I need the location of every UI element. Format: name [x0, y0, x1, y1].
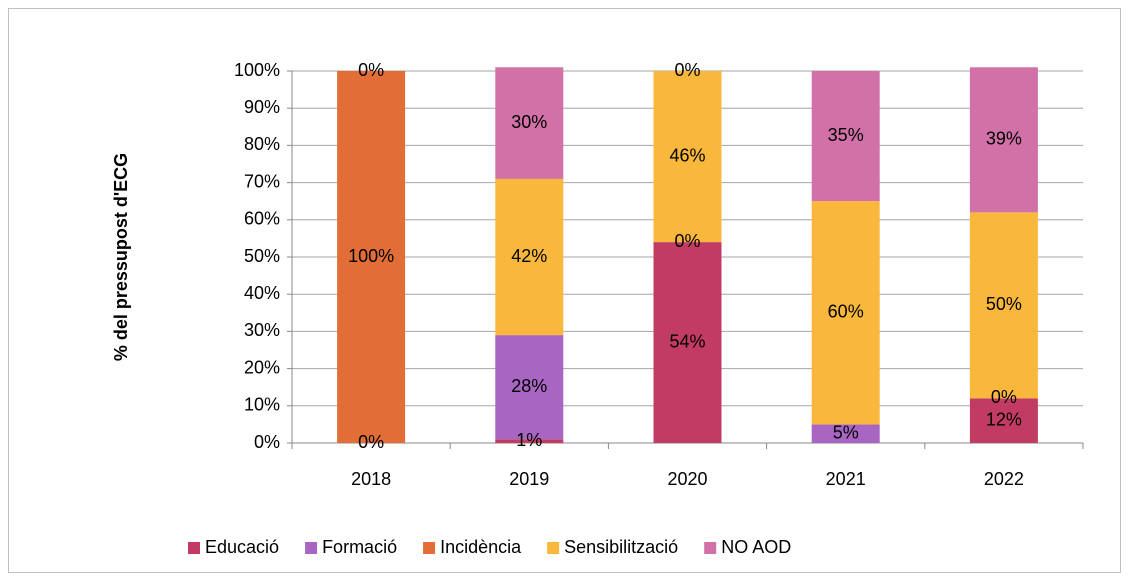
legend-swatch — [305, 542, 318, 554]
bar-segment — [811, 201, 880, 425]
data-label: 46% — [669, 145, 705, 165]
data-label: 12% — [986, 409, 1022, 429]
legend-label: Incidència — [440, 537, 522, 557]
bar-segment — [495, 439, 564, 443]
data-label: 54% — [669, 331, 705, 351]
x-tick-label: 2021 — [826, 469, 866, 489]
y-tick-label: 60% — [244, 209, 280, 229]
data-label: 35% — [828, 125, 864, 145]
bar-segment — [337, 71, 406, 443]
y-tick-label: 30% — [244, 320, 280, 340]
data-label: 0% — [674, 60, 700, 80]
data-label: 39% — [986, 129, 1022, 149]
data-label: 30% — [511, 112, 547, 132]
bar-segment — [969, 398, 1038, 443]
y-tick-label: 70% — [244, 171, 280, 191]
legend-label: Educació — [205, 537, 279, 557]
data-label: 0% — [358, 60, 384, 80]
bar-segment — [811, 424, 880, 443]
bar-segment — [811, 71, 880, 202]
bar-segment — [495, 335, 564, 440]
y-tick-label: 40% — [244, 283, 280, 303]
x-tick-label: 2022 — [984, 469, 1024, 489]
bar-segment — [653, 71, 722, 243]
chart-frame — [8, 8, 1121, 573]
data-label: 0% — [991, 387, 1017, 407]
y-tick-label: 0% — [254, 432, 280, 452]
data-label: 100% — [348, 246, 394, 266]
y-tick-label: 20% — [244, 357, 280, 377]
data-label: 60% — [828, 302, 864, 322]
bar-segment — [969, 212, 1038, 399]
legend-label: Sensibilització — [564, 537, 678, 557]
bar-segment — [653, 242, 722, 443]
bar-segment — [495, 67, 564, 179]
legend-swatch — [188, 542, 200, 554]
bar-segment — [495, 178, 564, 336]
legend-label: Formació — [322, 537, 397, 557]
legend-swatch — [547, 542, 560, 554]
bar-segment — [969, 67, 1038, 213]
data-label: 0% — [674, 231, 700, 251]
legend-swatch — [423, 542, 436, 554]
x-tick-label: 2018 — [351, 469, 391, 489]
y-tick-label: 100% — [234, 60, 280, 80]
legend-swatch — [704, 542, 717, 554]
data-label: 5% — [833, 422, 859, 442]
data-label: 0% — [358, 432, 384, 452]
data-label: 50% — [986, 294, 1022, 314]
y-tick-label: 10% — [244, 395, 280, 415]
y-axis-label: % del pressupost d'ECG — [111, 153, 131, 361]
y-tick-label: 90% — [244, 97, 280, 117]
legend-label: NO AOD — [721, 537, 791, 557]
x-tick-label: 2019 — [509, 469, 549, 489]
data-label: 28% — [511, 376, 547, 396]
y-tick-label: 50% — [244, 246, 280, 266]
data-label: 42% — [511, 246, 547, 266]
y-tick-label: 80% — [244, 134, 280, 154]
data-label: 1% — [516, 430, 542, 450]
x-tick-label: 2020 — [667, 469, 707, 489]
